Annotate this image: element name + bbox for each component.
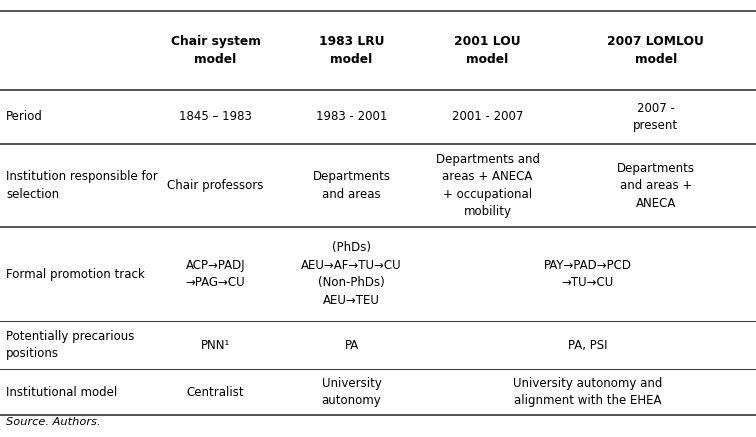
Text: 1983 LRU
model: 1983 LRU model [319,35,384,66]
Text: Institution responsible for
selection: Institution responsible for selection [6,170,158,201]
Text: 1845 – 1983: 1845 – 1983 [179,111,252,123]
Text: 2007 LOMLOU
model: 2007 LOMLOU model [607,35,705,66]
Text: Formal promotion track: Formal promotion track [6,268,145,281]
Text: 2001 - 2007: 2001 - 2007 [452,111,523,123]
Text: Departments
and areas: Departments and areas [312,170,391,201]
Text: Chair system
model: Chair system model [171,35,260,66]
Text: Departments
and areas +
ANECA: Departments and areas + ANECA [617,162,695,210]
Text: (PhDs)
AEU→AF→TU→CU
(Non-PhDs)
AEU→TEU: (PhDs) AEU→AF→TU→CU (Non-PhDs) AEU→TEU [301,242,402,307]
Text: Institutional model: Institutional model [6,386,117,399]
Text: University
autonomy: University autonomy [321,377,382,407]
Text: Centralist: Centralist [187,386,244,399]
Text: Period: Period [6,111,43,123]
Text: 2001 LOU
model: 2001 LOU model [454,35,521,66]
Text: PNN¹: PNN¹ [201,339,230,352]
Text: Departments and
areas + ANECA
+ occupational
mobility: Departments and areas + ANECA + occupati… [435,153,540,218]
Text: 1983 - 2001: 1983 - 2001 [316,111,387,123]
Text: PA: PA [345,339,358,352]
Text: 2007 -
present: 2007 - present [634,102,678,132]
Text: Source. Authors.: Source. Authors. [6,417,101,427]
Text: Chair professors: Chair professors [167,179,264,192]
Text: PAY→PAD→PCD
→TU→CU: PAY→PAD→PCD →TU→CU [544,259,632,289]
Text: University autonomy and
alignment with the EHEA: University autonomy and alignment with t… [513,377,662,407]
Text: ACP→PADJ
→PAG→CU: ACP→PADJ →PAG→CU [186,259,245,289]
Text: Potentially precarious
positions: Potentially precarious positions [6,330,135,361]
Text: PA, PSI: PA, PSI [568,339,608,352]
